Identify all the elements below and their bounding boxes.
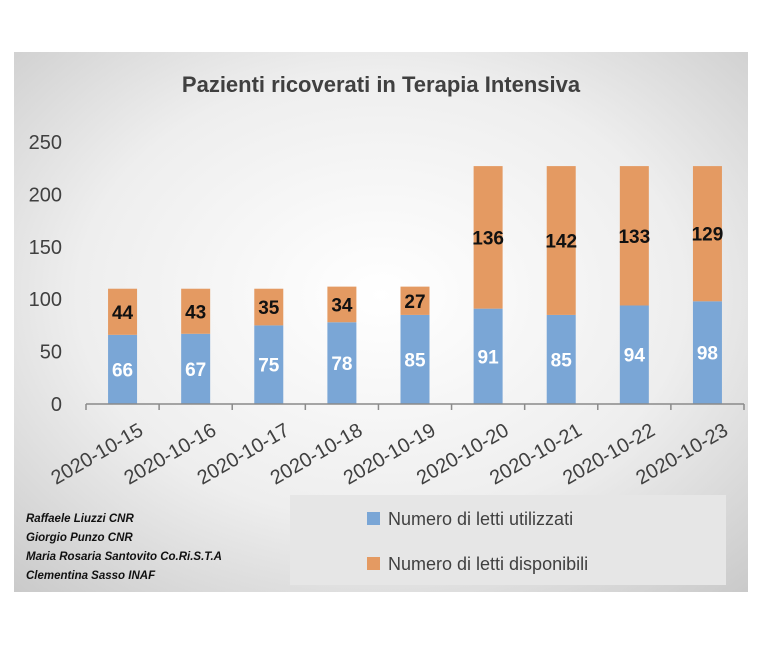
- y-tick-label: 0: [51, 394, 62, 416]
- data-label-used: 75: [258, 356, 280, 377]
- y-tick-label: 200: [29, 184, 62, 206]
- bar-available: [327, 286, 357, 323]
- credit-line: Clementina Sasso INAF: [26, 570, 156, 582]
- data-label-used: 94: [624, 346, 646, 367]
- credit-line: Raffaele Liuzzi CNR: [26, 513, 134, 525]
- y-tick-label: 150: [29, 237, 62, 259]
- bar-used: [692, 301, 722, 404]
- legend-swatch-available: [367, 557, 380, 570]
- data-label-available: 34: [331, 295, 353, 316]
- data-label-available: 136: [472, 228, 504, 249]
- bar-available: [619, 166, 649, 306]
- data-label-used: 98: [697, 344, 718, 365]
- bar-used: [473, 308, 503, 404]
- y-tick-label: 100: [29, 289, 62, 311]
- bar-used: [108, 334, 138, 404]
- bar-used: [181, 333, 211, 404]
- data-label-used: 66: [112, 360, 133, 381]
- data-label-used: 91: [478, 347, 500, 368]
- y-axis: 0 50 100 150 200 250: [29, 132, 62, 416]
- bar-available: [181, 288, 211, 334]
- credits-block: Raffaele Liuzzi CNR Giorgio Punzo CNR Ma…: [26, 513, 222, 582]
- chart-svg: Pazienti ricoverati in Terapia Intensiva…: [14, 52, 748, 592]
- chart-frame: Pazienti ricoverati in Terapia Intensiva…: [14, 52, 748, 592]
- data-label-available: 43: [185, 302, 206, 323]
- bar-used: [619, 305, 649, 404]
- data-label-used: 78: [331, 354, 352, 375]
- data-label-available: 133: [618, 227, 650, 248]
- legend-label-available: Numero di letti disponibili: [388, 554, 588, 574]
- bar-available: [692, 166, 722, 302]
- legend-swatch-used: [367, 512, 380, 525]
- bar-used: [400, 314, 430, 404]
- credit-line: Giorgio Punzo CNR: [26, 532, 133, 544]
- bar-used: [546, 314, 576, 404]
- bar-labels-group: 66 44 67 43 75 35 78 34 85 27 91 136 85 142 94 133 98 129: [112, 225, 723, 382]
- y-tick-label: 50: [40, 342, 62, 364]
- bar-used: [254, 325, 284, 404]
- y-tick-label: 250: [29, 132, 62, 154]
- credit-line: Maria Rosaria Santovito Co.Ri.S.T.A: [26, 551, 222, 563]
- data-label-available: 44: [112, 303, 134, 324]
- bars-group: [108, 166, 722, 404]
- bar-available: [400, 286, 430, 315]
- data-label-available: 129: [692, 225, 724, 246]
- bar-available: [254, 288, 284, 326]
- data-label-used: 67: [185, 360, 206, 381]
- data-label-available: 35: [258, 298, 280, 319]
- data-label-used: 85: [404, 350, 426, 371]
- data-label-available: 142: [545, 232, 577, 253]
- data-label-available: 27: [404, 292, 425, 313]
- bar-available: [108, 288, 138, 335]
- bar-used: [327, 322, 357, 404]
- data-label-used: 85: [551, 350, 573, 371]
- chart-title: Pazienti ricoverati in Terapia Intensiva: [182, 72, 581, 97]
- legend: Numero di letti utilizzati Numero di let…: [290, 495, 726, 585]
- legend-box: [290, 495, 726, 585]
- legend-label-used: Numero di letti utilizzati: [388, 509, 573, 529]
- bar-available: [546, 166, 576, 315]
- bar-available: [473, 166, 503, 309]
